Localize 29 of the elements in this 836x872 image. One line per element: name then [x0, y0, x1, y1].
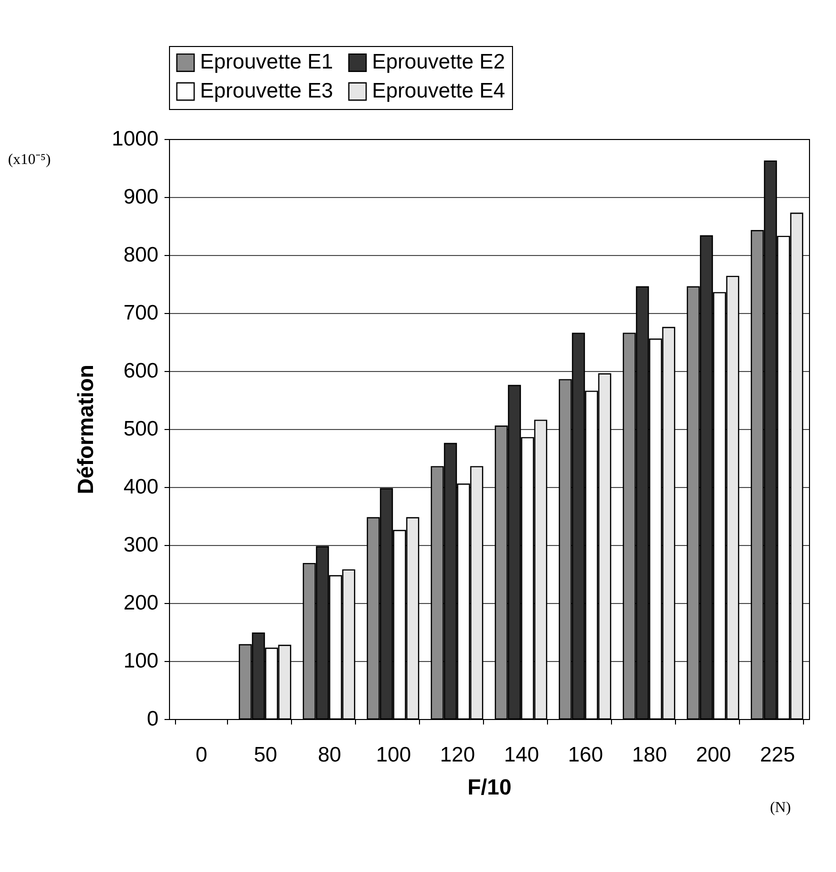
x-tick-label: 120	[440, 744, 476, 766]
y-tick-label: 700	[123, 302, 158, 324]
x-tick-label: 160	[568, 744, 604, 766]
y-tick-label: 900	[123, 186, 158, 208]
x-tick-label: 100	[376, 744, 412, 766]
x-tick-label: 50	[254, 744, 278, 766]
text: (x10⁻⁵)	[8, 151, 51, 169]
y-tick-label: 600	[123, 360, 158, 382]
legend-label: Eprouvette E2	[372, 50, 506, 74]
x-tick-label: 80	[318, 744, 342, 766]
x-axis-title: F/10	[467, 774, 512, 800]
y-tick-label: 500	[123, 418, 158, 440]
x-tick-label: 225	[760, 744, 796, 766]
legend-label: Eprouvette E3	[200, 80, 334, 102]
y-tick-label: 800	[123, 244, 158, 266]
y-tick-label: 200	[123, 592, 158, 614]
y-tick-label: 1000	[112, 128, 158, 150]
text: (N)	[770, 800, 791, 817]
legend-label: Eprouvette E1	[200, 50, 334, 74]
y-tick-label: 100	[123, 650, 158, 672]
x-tick-label: 0	[196, 744, 208, 766]
y-tick-label: 0	[146, 708, 158, 730]
legend-label: Eprouvette E4	[372, 80, 506, 102]
y-tick-label: 400	[123, 476, 158, 498]
y-axis-title: Déformation	[72, 364, 98, 494]
x-tick-label: 140	[504, 744, 540, 766]
x-tick-label: 200	[696, 744, 732, 766]
x-tick-label: 180	[632, 744, 668, 766]
y-tick-label: 300	[123, 534, 158, 556]
